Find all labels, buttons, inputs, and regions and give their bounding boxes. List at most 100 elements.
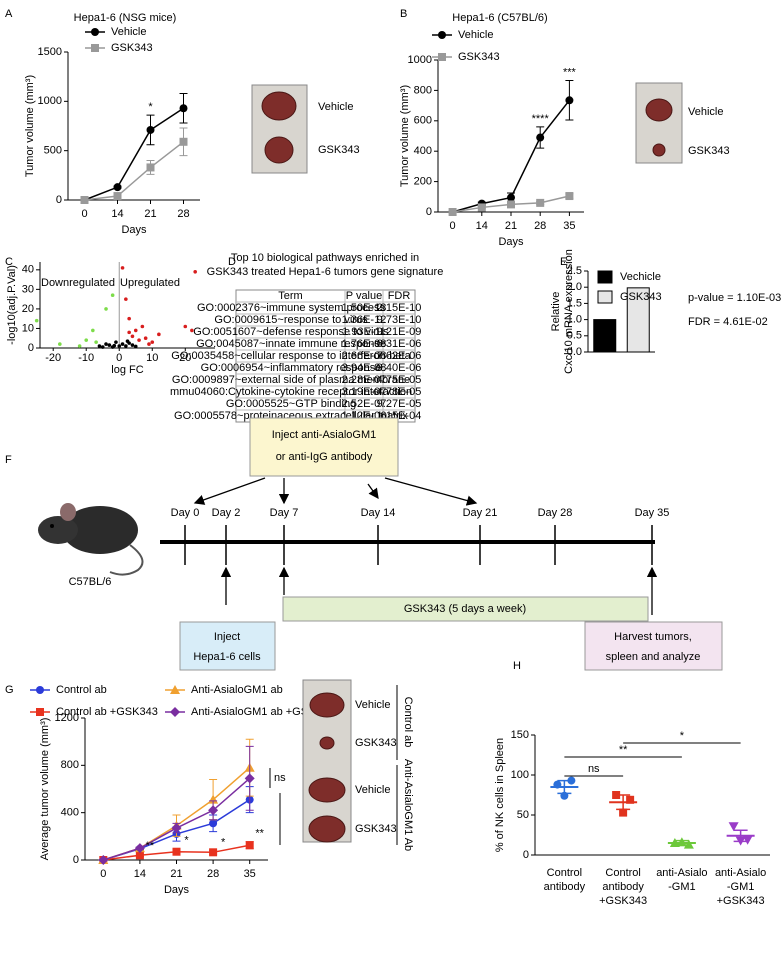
- tumor: [652, 143, 666, 157]
- table-cell: 1.50E-13: [342, 302, 387, 314]
- harvest-box: [584, 621, 723, 671]
- y-tick-label: 500: [44, 145, 62, 157]
- y-tick-label: 2.0: [567, 281, 582, 293]
- data-point: [104, 342, 108, 346]
- series-line: [84, 107, 184, 201]
- data-point: [130, 334, 135, 339]
- x-axis-label: Days: [164, 884, 190, 896]
- x-axis-label: log FC: [111, 364, 143, 376]
- mouse-head: [38, 516, 78, 544]
- table-cell: GO:0009615~response to virus: [214, 314, 368, 326]
- chart-title: Hepa1-6 (C57BL/6): [452, 12, 547, 24]
- data-point: [728, 822, 739, 832]
- y-tick-label: 0: [426, 206, 432, 218]
- x-tick-label: Control: [547, 867, 582, 879]
- data-point: [133, 344, 138, 349]
- error-bar: [557, 779, 572, 795]
- box-text: GSK343 (5 days a week): [404, 603, 526, 615]
- y-tick-label: 50: [517, 809, 529, 821]
- legend-label: Anti-AsialoGM1 ab +GSK343: [191, 706, 334, 718]
- table-frame: [235, 289, 416, 423]
- table-header: FDR: [388, 290, 411, 302]
- arrow: [193, 477, 266, 505]
- tumor: [264, 136, 294, 164]
- legend-label: Control ab: [56, 684, 107, 696]
- table-cell: 2.15E-10: [377, 302, 422, 314]
- x-tick-label: 28: [177, 208, 189, 220]
- data-point: [137, 338, 141, 342]
- injection-box: [179, 621, 276, 671]
- y-tick-label: 1000: [408, 54, 432, 66]
- data-point: [179, 137, 188, 146]
- x-tick-label: antibody: [602, 881, 644, 893]
- y-axis-label: Tumor volume (mm³): [24, 75, 36, 177]
- error-bar: [733, 829, 748, 843]
- mouse-label: C57BL/6: [69, 576, 112, 588]
- bar: [626, 287, 650, 353]
- y-axis-label: Average tumor volume (mm³): [39, 718, 51, 861]
- mouse-body: [62, 506, 138, 554]
- tumor: [308, 777, 346, 803]
- photo-label: GSK343: [355, 737, 397, 749]
- legend-label: GSK343: [620, 291, 662, 303]
- data-point: [536, 198, 545, 207]
- annotation: *: [148, 101, 153, 113]
- data-point: [97, 344, 102, 348]
- error-bar: [674, 839, 689, 847]
- data-point: [130, 343, 135, 347]
- data-point: [58, 342, 62, 346]
- photo-label: Vehicle: [355, 784, 390, 796]
- y-axis-label: % of NK cells in Spleen: [494, 738, 506, 852]
- y-tick-label: 10: [22, 322, 34, 334]
- data-point: [208, 805, 219, 816]
- data-point: [120, 266, 125, 270]
- data-point: [171, 823, 182, 834]
- data-point: [120, 342, 125, 346]
- legend-label: GSK343: [111, 42, 153, 54]
- legend-label: Anti-AsialoGM1 ab: [191, 684, 283, 696]
- y-tick-label: 0: [523, 849, 529, 861]
- y-tick-label: 1000: [38, 95, 62, 107]
- table-cell: 3.94E-08: [342, 362, 387, 374]
- day-label: Day 14: [361, 507, 396, 519]
- table-cell: 7.62E-06: [377, 350, 422, 362]
- y-tick-label: 1200: [55, 712, 79, 724]
- x-tick-label: 28: [534, 220, 546, 232]
- data-point: [536, 133, 545, 142]
- day-label: Day 21: [463, 507, 498, 519]
- y-axis-label: Tumor volume (mm³): [399, 85, 411, 187]
- x-tick-label: 0: [100, 868, 106, 880]
- data-point: [112, 343, 117, 348]
- annotation: p-value = 1.10E-03: [688, 292, 781, 304]
- legend-label: Control ab +GSK343: [56, 706, 158, 718]
- arrow: [367, 483, 379, 500]
- table-title: GSK343 treated Hepa1-6 tumors gene signa…: [207, 266, 444, 278]
- y-tick-label: 0.0: [567, 346, 582, 358]
- y-tick-label: 400: [414, 145, 432, 157]
- box-text: Inject: [214, 631, 240, 643]
- table-title: Top 10 biological pathways enriched in: [231, 252, 419, 264]
- data-point: [84, 338, 89, 342]
- table-cell: 9.40E-06: [377, 362, 422, 374]
- legend-marker: [36, 686, 44, 694]
- data-point: [80, 196, 89, 204]
- y-tick-label: 40: [22, 264, 34, 276]
- x-tick-label: anti-Asialo: [656, 867, 707, 879]
- legend-marker: [170, 685, 180, 694]
- x-tick-label: 20: [179, 352, 191, 364]
- data-point: [157, 332, 161, 337]
- y-tick-label: 600: [414, 115, 432, 127]
- y-tick-label: 1500: [38, 46, 62, 58]
- tumor: [309, 692, 345, 718]
- photo-label: GSK343: [355, 823, 397, 835]
- data-point: [134, 843, 145, 854]
- x-tick-label: 0: [450, 220, 456, 232]
- legend-swatch: [597, 290, 613, 304]
- data-point: [150, 340, 155, 344]
- photo-label: GSK343: [688, 145, 730, 157]
- tumor: [319, 736, 335, 750]
- data-point: [135, 851, 144, 860]
- panel-letter: C: [5, 256, 13, 268]
- bracket-label: ns: [274, 772, 286, 784]
